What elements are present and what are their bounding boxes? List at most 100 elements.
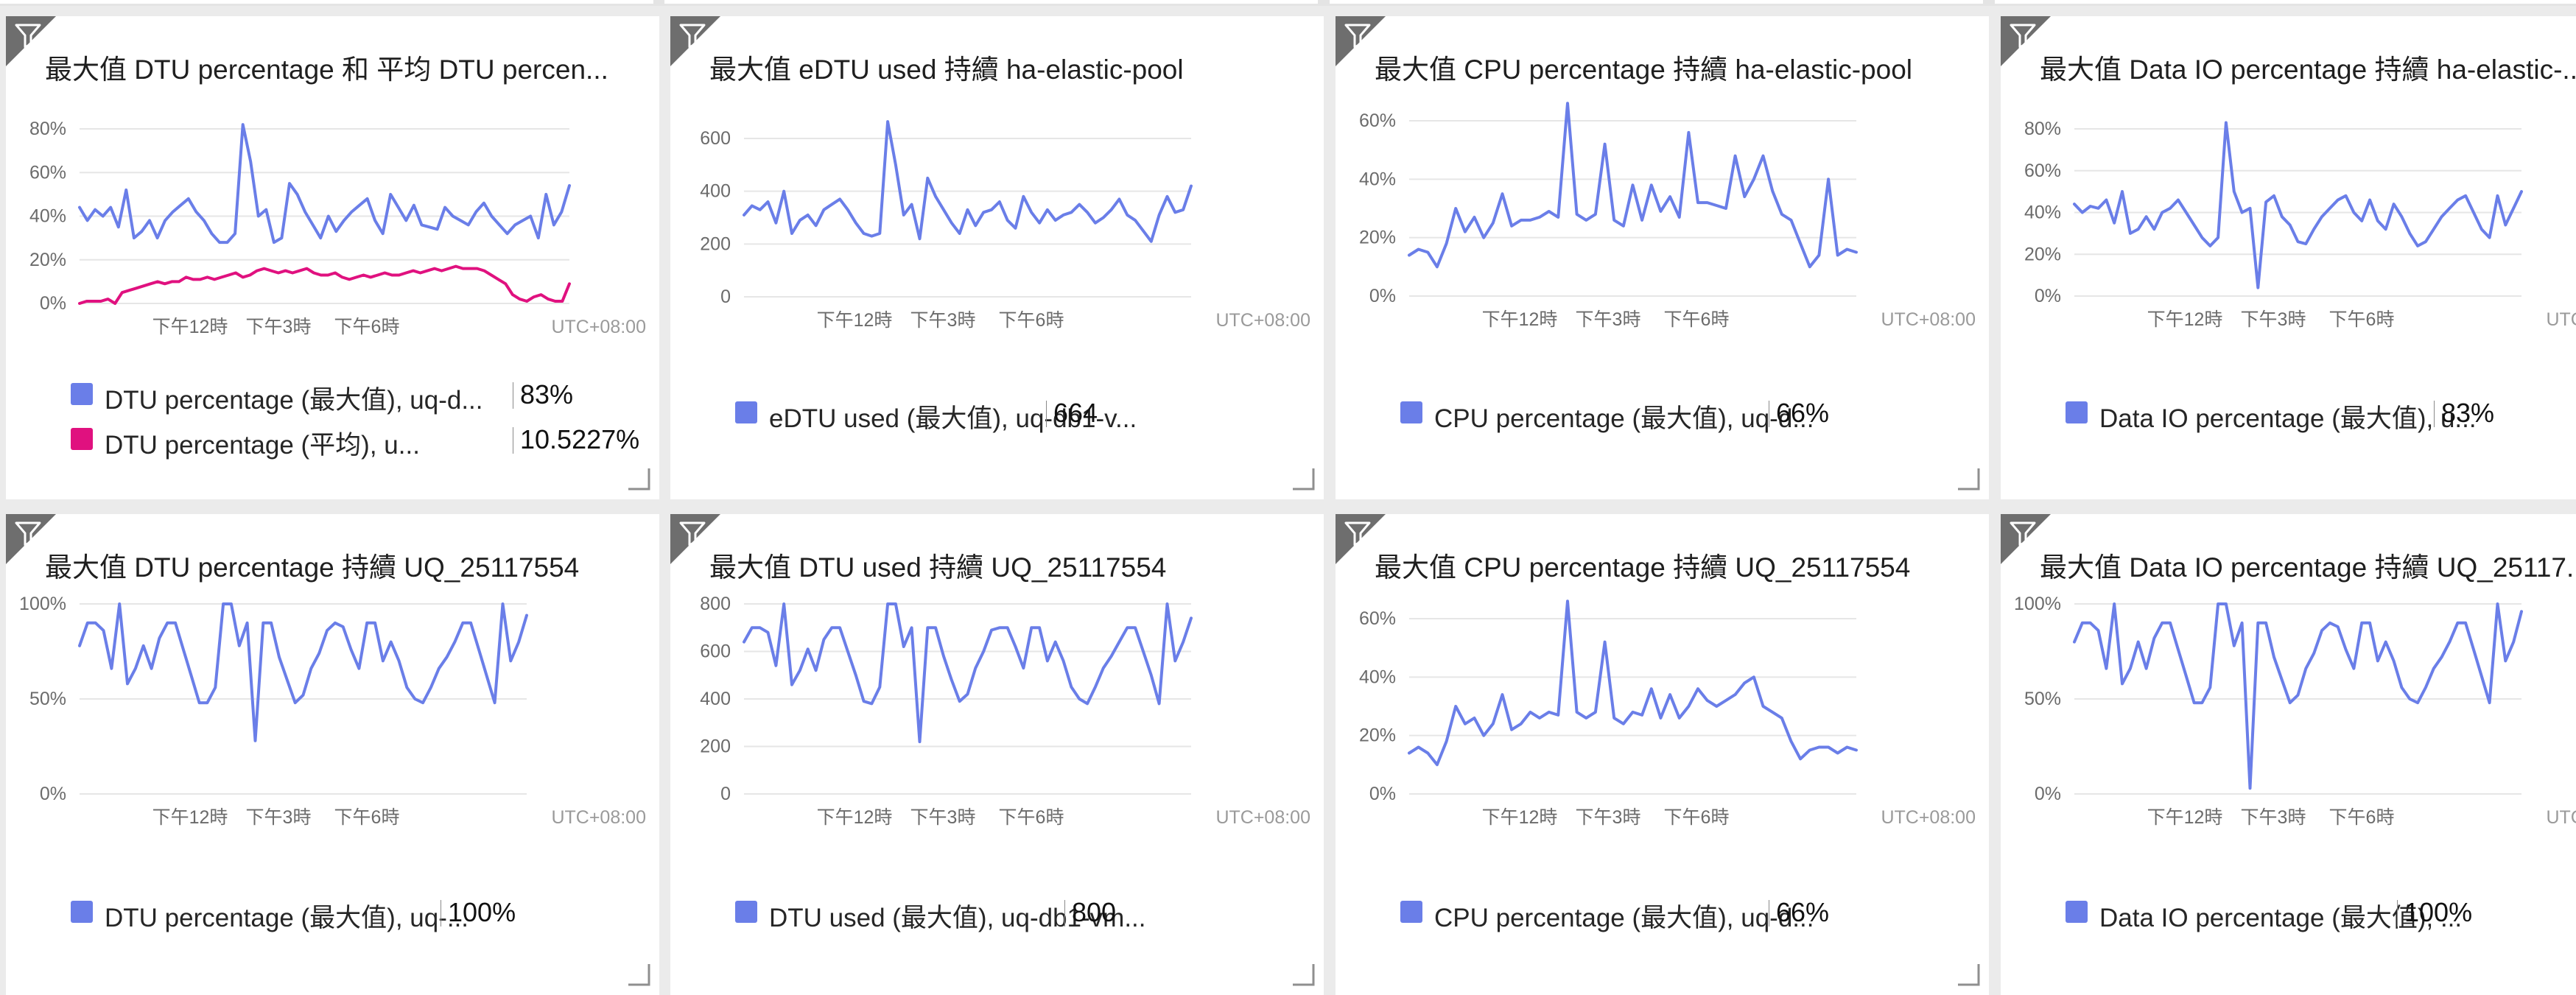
- timezone-label: UTC+08:00: [551, 807, 646, 828]
- resize-handle-icon[interactable]: [625, 465, 652, 492]
- resize-handle-icon[interactable]: [1290, 961, 1316, 988]
- legend-item[interactable]: Data IO percentage (最大值), ... 100%: [2060, 890, 2576, 935]
- x-tick-label: 下午3時: [2241, 309, 2306, 330]
- timezone-label: UTC+08:00: [2546, 309, 2576, 330]
- legend-swatch: [2066, 901, 2088, 923]
- x-tick-label: 下午6時: [999, 807, 1064, 828]
- y-tick-label: 600: [700, 641, 731, 662]
- y-tick-label: 40%: [2024, 203, 2061, 223]
- legend-item[interactable]: eDTU used (最大值), uq-db1-v... 664: [729, 390, 1319, 436]
- y-tick-label: 50%: [2024, 689, 2061, 709]
- y-tick-label: 100%: [19, 594, 66, 614]
- chart-tile[interactable]: 最大值 DTU percentage 持續 UQ_25117554 100% 50%…: [6, 514, 659, 995]
- x-tick-label: 下午12時: [817, 310, 893, 331]
- y-tick-label: 20%: [2024, 244, 2061, 264]
- x-tick-label: 下午6時: [2329, 807, 2395, 828]
- series-line[interactable]: [2073, 121, 2523, 289]
- x-tick-label: 下午3時: [246, 317, 312, 337]
- legend-value: 100%: [2404, 897, 2473, 927]
- top-edge-segment: [1330, 0, 1983, 4]
- filter-icon[interactable]: [670, 16, 722, 68]
- x-tick-label: 下午6時: [1664, 807, 1730, 828]
- filter-icon[interactable]: [670, 514, 722, 566]
- series-line[interactable]: [1408, 600, 1858, 767]
- x-tick-label: 下午12時: [152, 317, 228, 337]
- chart-legend: DTU percentage (最大值), uq-... 100%: [65, 890, 654, 935]
- legend-label: Data IO percentage (最大值), u...: [2099, 404, 2477, 433]
- series-line[interactable]: [78, 264, 571, 305]
- y-tick-label: 0: [720, 286, 731, 307]
- resize-handle-icon[interactable]: [625, 961, 652, 988]
- chart-tile[interactable]: 最大值 Data IO percentage 持續 UQ_25117... 100…: [2001, 514, 2576, 995]
- chart-tile[interactable]: 最大值 eDTU used 持續 ha-elastic-pool 600 400 20…: [670, 16, 1324, 499]
- filter-icon[interactable]: [6, 514, 57, 566]
- x-tick-label: 下午3時: [246, 807, 312, 828]
- chart-tile[interactable]: 最大值 CPU percentage 持續 UQ_25117554 60% 40% 2…: [1336, 514, 1989, 995]
- legend-separator: [1046, 401, 1047, 427]
- y-tick-label: 400: [700, 181, 731, 202]
- legend-swatch: [1400, 401, 1422, 423]
- legend-item[interactable]: Data IO percentage (最大值), u... 83%: [2060, 390, 2576, 436]
- y-tick-label: 400: [700, 689, 731, 709]
- legend-swatch: [71, 428, 93, 450]
- filter-icon[interactable]: [6, 16, 57, 68]
- y-tick-label: 0: [720, 784, 731, 804]
- chart-tile[interactable]: 最大值 Data IO percentage 持續 ha-elastic-...…: [2001, 16, 2576, 499]
- x-tick-label: 下午12時: [817, 807, 893, 828]
- resize-handle-icon[interactable]: [1290, 465, 1316, 492]
- resize-handle-icon[interactable]: [1955, 465, 1982, 492]
- chart-legend: Data IO percentage (最大值), u... 83%: [2060, 390, 2576, 436]
- line-chart: 60% 40% 20% 0% 下午12時 下午3時 下午6時 UTC+08:00: [1359, 102, 1976, 330]
- filter-icon[interactable]: [2001, 514, 2052, 566]
- legend-item[interactable]: DTU percentage (最大值), uq-... 100%: [65, 890, 654, 935]
- y-tick-label: 80%: [2024, 119, 2061, 139]
- y-tick-label: 0%: [1369, 286, 1396, 306]
- chart-tile[interactable]: 最大值 DTU used 持續 UQ_25117554 800 600 400 200 0…: [670, 514, 1324, 995]
- chart-legend: CPU percentage (最大值), uq-d... 66%: [1394, 890, 1984, 935]
- legend-swatch: [735, 401, 757, 423]
- legend-item[interactable]: CPU percentage (最大值), uq-d... 66%: [1394, 390, 1984, 436]
- legend-item[interactable]: DTU percentage (最大值), uq-d... 83%: [65, 372, 654, 418]
- legend-value: 10.5227%: [520, 424, 640, 454]
- series-line[interactable]: [2073, 602, 2523, 790]
- chart-legend: eDTU used (最大值), uq-db1-v... 664: [729, 390, 1319, 436]
- legend-item[interactable]: DTU percentage (平均), u... 10.5227%: [65, 417, 654, 463]
- legend-item[interactable]: CPU percentage (最大值), uq-d... 66%: [1394, 890, 1984, 935]
- x-tick-label: 下午3時: [1576, 807, 1641, 828]
- x-tick-label: 下午6時: [334, 807, 400, 828]
- filter-icon[interactable]: [1336, 16, 1387, 68]
- filter-icon[interactable]: [1336, 514, 1387, 566]
- line-chart: 60% 40% 20% 0% 下午12時 下午3時 下午6時 UTC+08:00: [1359, 600, 1976, 828]
- legend-separator: [2434, 401, 2435, 427]
- series-line[interactable]: [78, 123, 571, 245]
- legend-separator: [2397, 900, 2398, 927]
- y-tick-label: 40%: [1359, 169, 1396, 189]
- timezone-label: UTC+08:00: [551, 317, 646, 337]
- x-tick-label: 下午3時: [2241, 807, 2306, 828]
- x-tick-label: 下午6時: [999, 310, 1064, 331]
- legend-value: 664: [1053, 398, 1098, 428]
- legend-item[interactable]: DTU used (最大值), uq-db1-vm... 800: [729, 890, 1319, 935]
- x-tick-label: 下午12時: [152, 807, 228, 828]
- y-tick-label: 0%: [2035, 784, 2061, 804]
- series-line[interactable]: [78, 602, 528, 742]
- legend-swatch: [1400, 901, 1422, 923]
- series-line[interactable]: [1408, 102, 1858, 269]
- series-line[interactable]: [743, 602, 1193, 744]
- chart-tile[interactable]: 最大值 CPU percentage 持續 ha-elastic-pool 60%…: [1336, 16, 1989, 499]
- resize-handle-icon[interactable]: [1955, 961, 1982, 988]
- y-tick-label: 0%: [2035, 286, 2061, 306]
- legend-label: DTU percentage (最大值), uq-...: [105, 904, 469, 932]
- series-line[interactable]: [743, 120, 1193, 243]
- y-tick-label: 80%: [29, 119, 66, 139]
- top-edge-strip: [0, 0, 2576, 6]
- legend-value: 800: [1072, 897, 1117, 927]
- line-chart: 600 400 200 0 下午12時 下午3時 下午6時 UTC+08:00: [700, 120, 1310, 331]
- filter-icon[interactable]: [2001, 16, 2052, 68]
- y-tick-label: 20%: [29, 250, 66, 270]
- chart-tile[interactable]: 最大值 DTU percentage 和 平均 DTU percen... 80%…: [6, 16, 659, 499]
- x-tick-label: 下午12時: [2147, 309, 2223, 330]
- legend-label: DTU percentage (最大值), uq-d...: [105, 386, 483, 415]
